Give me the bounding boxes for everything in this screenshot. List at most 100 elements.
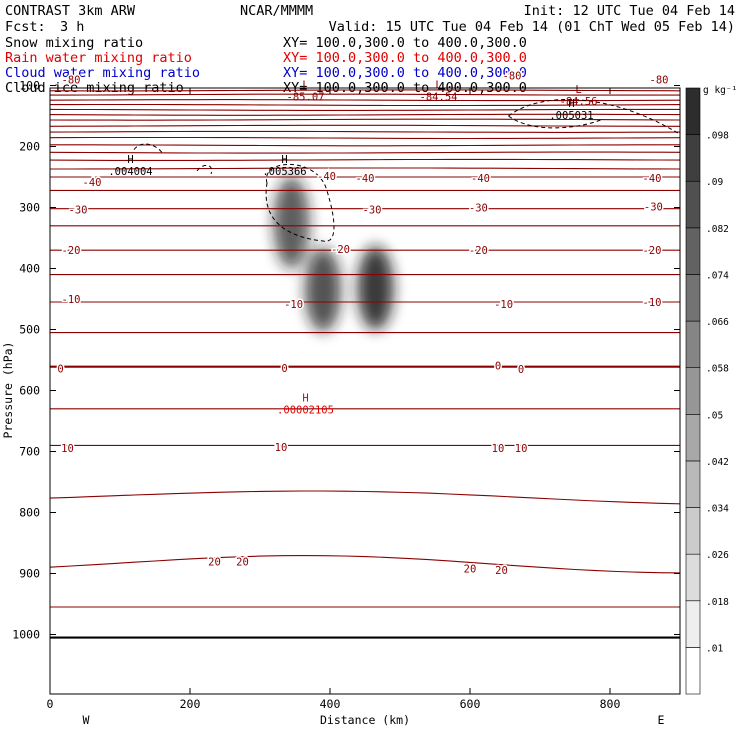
init-time: Init: 12 UTC Tue 04 Feb 14 bbox=[524, 3, 735, 19]
colorbar-tick-label: .026 bbox=[706, 550, 729, 561]
field-name: Snow mixing ratio bbox=[5, 35, 143, 51]
contour-label: -30 bbox=[363, 204, 382, 216]
colorbar-swatch bbox=[685, 414, 701, 462]
extrema: L-85.07L-84.54L-84.56H.005031H.004004H.0… bbox=[108, 80, 597, 417]
isotherm bbox=[50, 113, 680, 116]
snow-cell bbox=[357, 246, 394, 331]
contour-label: -80 bbox=[650, 74, 669, 86]
low-marker: L bbox=[435, 80, 441, 92]
high-marker: H bbox=[281, 154, 287, 166]
extremum-value: .005031 bbox=[549, 110, 593, 122]
y-tick-label: 900 bbox=[19, 567, 40, 581]
x-axis-label: Distance (km) bbox=[320, 713, 410, 727]
isotherm bbox=[50, 158, 680, 161]
y-tick-label: 600 bbox=[19, 384, 40, 398]
extremum-value: -84.56 bbox=[560, 96, 598, 108]
isotherm bbox=[50, 555, 680, 574]
isotherm bbox=[50, 89, 680, 92]
plot-area: -80 -80 -80 -40 -40 -40 -40 -40 -30 -30 -30 -30 -20 -… bbox=[50, 69, 680, 639]
contour-label: -20 bbox=[62, 245, 81, 257]
valid-time: Valid: 15 UTC Tue 04 Feb 14 (01 ChT Wed … bbox=[329, 19, 735, 35]
contour-label: 0 bbox=[57, 364, 63, 376]
isotherm bbox=[50, 108, 680, 111]
cloud-ice-outline bbox=[196, 164, 213, 175]
colorbar-swatch bbox=[685, 134, 701, 182]
contour-label: 10 bbox=[492, 443, 505, 455]
contour-label: -10 bbox=[284, 299, 303, 311]
colorbar-swatch bbox=[685, 274, 701, 322]
colorbar-tick-label: .074 bbox=[706, 270, 729, 281]
colorbar-tick-label: .09 bbox=[706, 177, 723, 188]
colorbar-units: g kg⁻¹ bbox=[703, 85, 737, 96]
field-xy: XY= 100.0,300.0 to 400.0,300.0 bbox=[283, 35, 527, 51]
contour-label: -30 bbox=[469, 203, 488, 215]
contour-label: -40 bbox=[317, 171, 336, 183]
colorbar-swatch bbox=[685, 600, 701, 648]
high-marker: H bbox=[127, 154, 133, 166]
isotherm bbox=[50, 151, 680, 154]
contour-label: -40 bbox=[471, 173, 490, 185]
field-xy: XY= 100.0,300.0 to 400.0,300.0 bbox=[283, 65, 527, 81]
low-marker: L bbox=[575, 84, 581, 96]
y-tick-label: 400 bbox=[19, 262, 40, 276]
colorbar-swatch bbox=[685, 87, 701, 135]
extremum-value: .00002105 bbox=[277, 404, 334, 416]
y-tick-label: 100 bbox=[19, 79, 40, 93]
colorbar-swatch bbox=[685, 460, 701, 508]
cloud-ice-outline bbox=[508, 99, 680, 135]
east-label: E bbox=[658, 713, 665, 727]
contour-label: 10 bbox=[61, 443, 74, 455]
fcst-value: 3 h bbox=[60, 19, 84, 35]
extremum-value: -84.54 bbox=[420, 92, 458, 104]
contour-labels: -80 -80 -80 -40 -40 -40 -40 -40 -30 -30 -30 -30 -20 -… bbox=[56, 69, 670, 578]
contour-label: 0 bbox=[518, 364, 524, 376]
org-title: NCAR/MMMM bbox=[240, 3, 313, 19]
contour-label: 10 bbox=[275, 442, 288, 454]
x-tick-label: 800 bbox=[600, 697, 621, 711]
colorbar: .01 .018 .026 .034 .042 .05 .058 .066 .074 .082 .0… bbox=[685, 87, 729, 695]
high-marker: H bbox=[568, 98, 574, 110]
colorbar-swatch bbox=[685, 367, 701, 415]
y-tick-label: 1000 bbox=[12, 628, 40, 642]
contour-label: 0 bbox=[281, 363, 287, 375]
contour-label: -80 bbox=[503, 71, 522, 83]
contour-label: -20 bbox=[643, 245, 662, 257]
colorbar-tick-label: .01 bbox=[706, 643, 723, 654]
field-xy: XY= 100.0,300.0 to 400.0,300.0 bbox=[283, 50, 527, 66]
y-tick-label: 500 bbox=[19, 323, 40, 337]
cloud-ice-outline bbox=[133, 143, 163, 153]
y-tick-label: 700 bbox=[19, 445, 40, 459]
cloud-ice-contours bbox=[133, 99, 680, 242]
contour-label: 0 bbox=[495, 360, 501, 372]
colorbar-swatch bbox=[685, 320, 701, 368]
isotherm bbox=[50, 99, 680, 102]
colorbar-tick-label: .034 bbox=[706, 504, 729, 515]
x-tick-label: 0 bbox=[47, 697, 54, 711]
field-name: Rain water mixing ratio bbox=[5, 50, 192, 66]
colorbar-swatch bbox=[685, 553, 701, 602]
contour-label: -30 bbox=[644, 201, 663, 213]
contour-label: -80 bbox=[62, 74, 81, 86]
colorbar-tick-label: .098 bbox=[706, 131, 729, 142]
colorbar-tick-label: .05 bbox=[706, 410, 723, 421]
isotherm bbox=[50, 103, 680, 107]
axes: 0 200 400 600 800100200300400500600700800900… bbox=[12, 79, 680, 711]
colorbar-swatch bbox=[685, 647, 701, 695]
contour-label: 10 bbox=[515, 443, 528, 455]
field-legend: Snow mixing ratio XY= 100.0,300.0 to 400.… bbox=[5, 35, 527, 96]
contour-label: -40 bbox=[356, 173, 375, 185]
cloud-ice-outline bbox=[265, 163, 335, 242]
colorbar-swatch bbox=[685, 507, 701, 555]
snow-cell bbox=[273, 176, 310, 269]
colorbar-tick-label: .058 bbox=[706, 364, 729, 375]
extremum-value: .004004 bbox=[108, 166, 152, 178]
y-tick-label: 800 bbox=[19, 506, 40, 520]
contour-label: -10 bbox=[643, 297, 662, 309]
contour-label: 20 bbox=[208, 556, 221, 568]
plot-content bbox=[50, 89, 680, 639]
contour-label: 20 bbox=[464, 564, 477, 576]
contour-label: 20 bbox=[236, 556, 249, 568]
fcst-label: Fcst: bbox=[5, 19, 46, 35]
colorbar-swatch bbox=[685, 180, 701, 229]
